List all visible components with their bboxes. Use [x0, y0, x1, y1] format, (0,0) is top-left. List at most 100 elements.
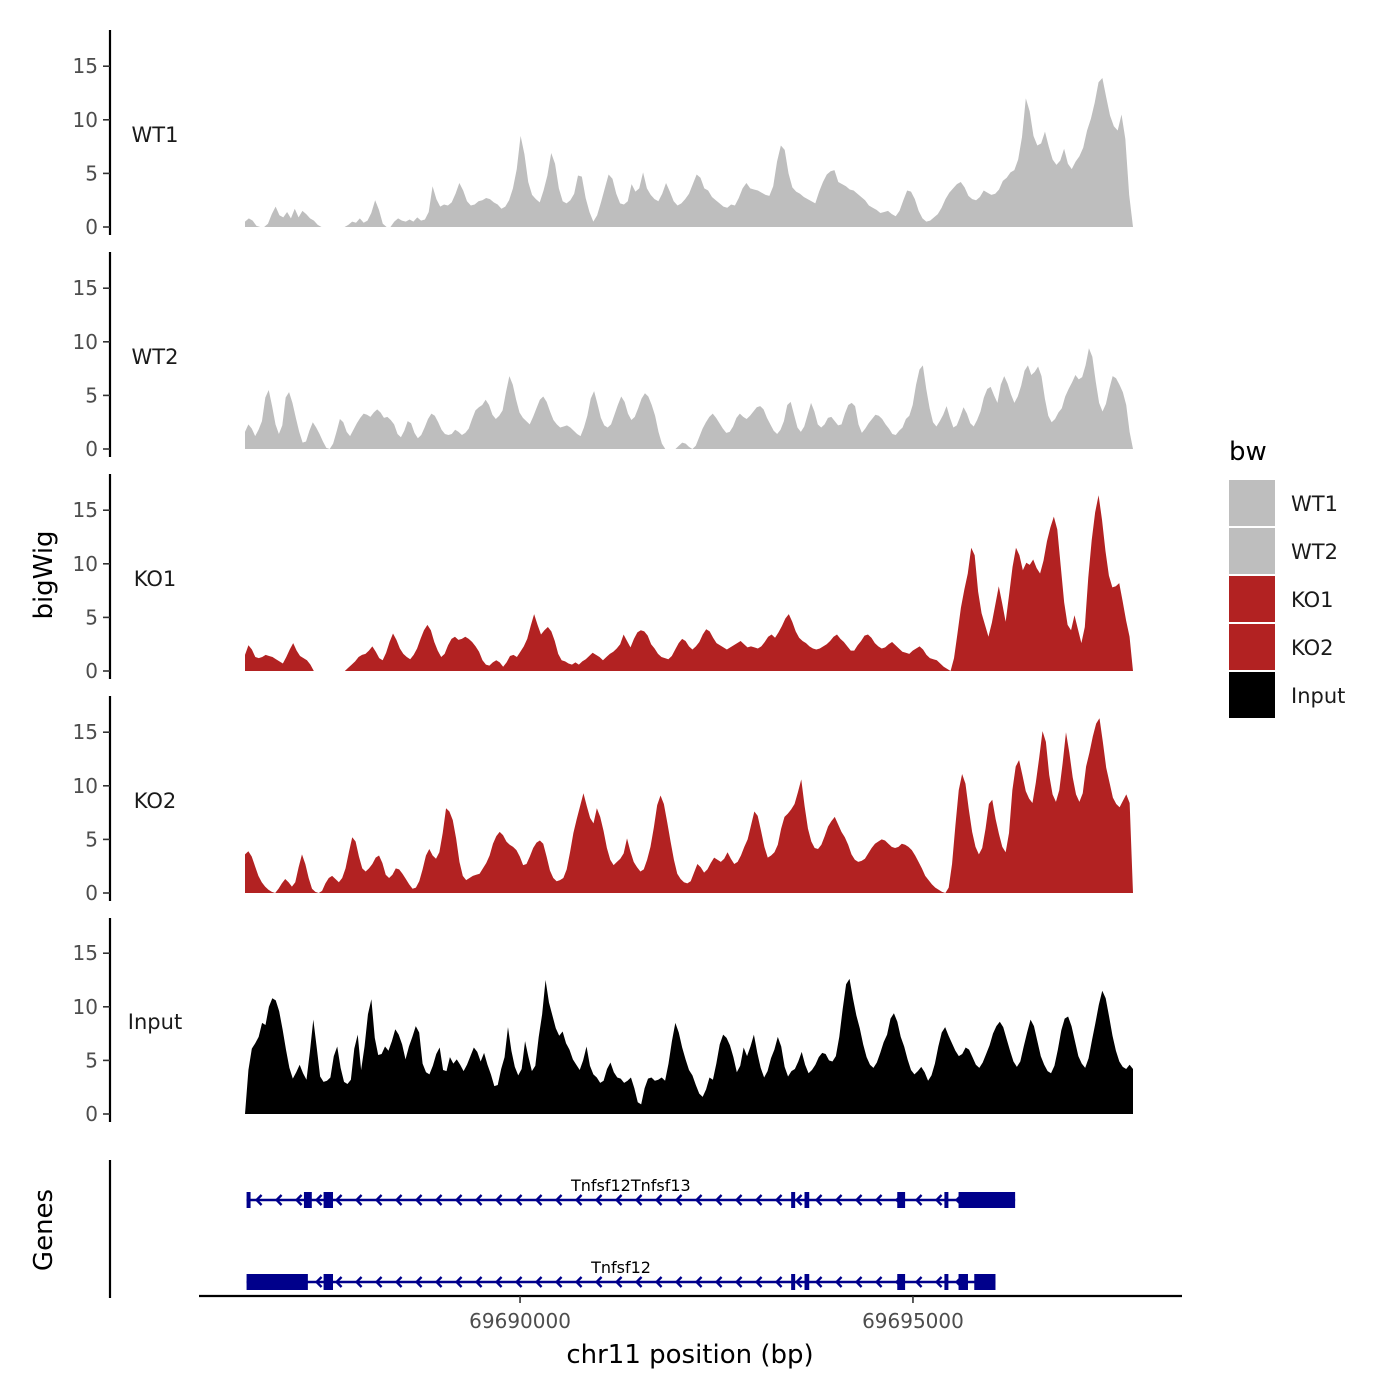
strand-arrow: [714, 1194, 723, 1206]
strand-arrow: [394, 1276, 403, 1288]
strand-arrow: [634, 1194, 643, 1206]
strand-arrow: [594, 1194, 603, 1206]
strand-arrow: [934, 1276, 943, 1288]
strand-arrow: [414, 1276, 423, 1288]
y-tick-label: 5: [85, 827, 98, 851]
exon-block: [897, 1192, 906, 1208]
strand-arrow: [534, 1276, 543, 1288]
strand-arrow: [754, 1194, 763, 1206]
panel-wt2: 0 5 10 15 WT2: [73, 252, 1133, 461]
strand-arrow: [474, 1276, 483, 1288]
strand-arrow: [374, 1194, 383, 1206]
exon-block: [323, 1274, 334, 1290]
x-axis-title: chr11 position (bp): [566, 1340, 813, 1370]
gene-label: Tnfsf12Tnfsf13: [570, 1176, 691, 1195]
strand-arrow: [434, 1194, 443, 1206]
legend-key-wt1: [1229, 480, 1275, 526]
gene-label: Tnfsf12: [590, 1258, 651, 1277]
legend-key-ko1: [1229, 576, 1275, 622]
exon-block: [246, 1274, 308, 1290]
legend-label: KO1: [1291, 588, 1334, 612]
exon-block: [804, 1192, 810, 1208]
strand-arrow: [874, 1194, 883, 1206]
strand-arrow: [334, 1194, 343, 1206]
y-tick-label: 10: [73, 552, 98, 576]
signal-area-ko2: [245, 718, 1133, 893]
panel-wt1: 0 5 10 15 WT1: [73, 30, 1133, 239]
strand-arrow: [694, 1276, 703, 1288]
exon-block: [323, 1192, 334, 1208]
y-tick-label: 15: [73, 54, 98, 78]
strand-arrow: [394, 1194, 403, 1206]
strand-arrow: [514, 1276, 523, 1288]
y-tick-label: 0: [85, 437, 98, 461]
signal-area-wt1: [245, 77, 1133, 228]
strand-arrow: [354, 1276, 363, 1288]
signal-area-ko1: [245, 495, 1133, 671]
legend-key-ko2: [1229, 624, 1275, 670]
exon-block: [974, 1274, 996, 1290]
y-tick-label: 15: [73, 498, 98, 522]
panel-ko2: 0 5 10 15 KO2: [73, 696, 1133, 905]
strand-arrow: [514, 1194, 523, 1206]
strand-arrow: [534, 1194, 543, 1206]
y-tick-label: 0: [85, 881, 98, 905]
x-tick-label: 69695000: [862, 1309, 964, 1333]
strand-arrow: [774, 1194, 783, 1206]
legend-label: WT2: [1291, 540, 1338, 564]
strand-arrow: [474, 1194, 483, 1206]
y-tick-label: 0: [85, 215, 98, 239]
y-tick-label: 5: [85, 605, 98, 629]
y-tick-label: 5: [85, 1048, 98, 1072]
strand-arrow: [674, 1276, 683, 1288]
strand-arrow: [314, 1194, 323, 1206]
y-tick-label: 10: [73, 995, 98, 1019]
strand-arrow: [814, 1194, 823, 1206]
strand-arrow: [454, 1276, 463, 1288]
strand-arrow: [274, 1194, 283, 1206]
y-tick-label: 15: [73, 276, 98, 300]
gene-track-title: Genes: [29, 1189, 59, 1271]
exon-block: [897, 1274, 906, 1290]
strand-arrow: [834, 1194, 843, 1206]
signal-area-wt2: [245, 348, 1133, 449]
y-tick-label: 0: [85, 1102, 98, 1126]
bigwig-panels: 0 5 10 15 WT1 0 5 10 15 WT2 0 5 10 15 KO1 0 5 10 15 KO2 0 5 10…: [73, 30, 1133, 1126]
strand-arrow: [874, 1276, 883, 1288]
exon-block: [791, 1274, 796, 1290]
strand-arrow: [414, 1194, 423, 1206]
legend-label: WT1: [1291, 492, 1338, 516]
strand-arrow: [854, 1194, 863, 1206]
gene-track: Tnfsf12Tnfsf13 Tnfsf12: [108, 1160, 1016, 1298]
strand-arrow: [294, 1194, 303, 1206]
exon-block: [958, 1274, 968, 1290]
strand-arrow: [614, 1276, 623, 1288]
exon-block: [246, 1192, 251, 1208]
strand-arrow: [494, 1194, 503, 1206]
strand-arrow: [634, 1276, 643, 1288]
strand-arrow: [494, 1276, 503, 1288]
panel-ko1: 0 5 10 15 KO1: [73, 474, 1133, 683]
x-axis: 69690000 69695000: [199, 1294, 1182, 1333]
strand-arrow: [934, 1194, 943, 1206]
strand-arrow: [374, 1276, 383, 1288]
strand-arrow: [814, 1276, 823, 1288]
strand-arrow: [354, 1194, 363, 1206]
y-axis-title: bigWig: [29, 530, 59, 619]
gene-model-tnfsf12tnfsf13: Tnfsf12Tnfsf13: [246, 1176, 1016, 1208]
strand-arrow: [594, 1276, 603, 1288]
track-label-input: Input: [128, 1010, 182, 1034]
track-label-ko2: KO2: [134, 789, 177, 813]
strand-arrow: [314, 1276, 323, 1288]
legend-key-input: [1229, 672, 1275, 718]
y-tick-label: 15: [73, 720, 98, 744]
strand-arrow: [834, 1276, 843, 1288]
y-tick-label: 5: [85, 161, 98, 185]
legend-title: bw: [1229, 437, 1267, 467]
strand-arrow: [854, 1276, 863, 1288]
strand-arrow: [734, 1194, 743, 1206]
strand-arrow: [334, 1276, 343, 1288]
strand-arrow: [554, 1276, 563, 1288]
strand-arrow: [574, 1276, 583, 1288]
